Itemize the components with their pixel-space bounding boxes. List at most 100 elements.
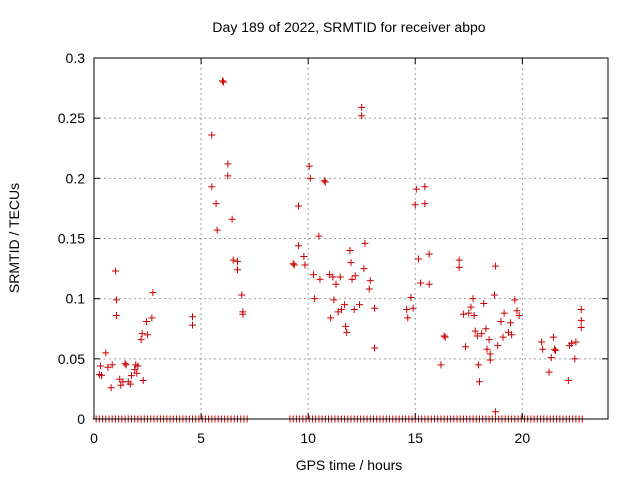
data-point [121,360,129,368]
data-point [327,314,335,322]
data-point [346,247,354,255]
data-point [134,362,142,370]
data-point [486,350,494,358]
data-point [208,131,216,139]
data-point [550,345,558,353]
y-tick-label: 0.1 [66,291,86,307]
data-point [486,356,494,364]
data-point [104,363,112,371]
data-point [336,273,344,281]
y-tick-label: 0.2 [66,170,86,186]
data-point [97,372,105,380]
data-point [437,361,445,369]
data-point [539,345,547,353]
x-tick-label: 5 [197,430,205,446]
data-point [455,263,463,271]
data-point [111,267,119,275]
data-point [301,261,309,269]
data-point [467,303,475,311]
data-point [507,319,515,327]
data-point [470,312,478,320]
data-point [144,331,152,339]
data-point [404,314,412,322]
data-point [361,239,369,247]
data-point [497,318,505,326]
data-point [478,330,486,338]
y-tick-label: 0.05 [58,351,85,367]
y-axis-label: SRMTID / TECUs [6,183,22,293]
data-point [137,336,145,344]
data-point [351,272,359,280]
data-point [545,368,553,376]
data-point [515,312,523,320]
data-point [350,305,358,313]
data-point [485,336,493,344]
data-point [455,256,463,264]
data-point [347,259,355,267]
data-point [138,330,146,338]
data-point [371,304,379,312]
data-point [459,310,467,318]
data-point [295,202,303,210]
x-tick-label: 20 [515,430,531,446]
data-point [508,331,516,339]
data-point [316,275,324,283]
data-point [290,261,298,269]
data-point [465,309,473,317]
data-point [513,307,521,315]
data-point [233,257,241,265]
data-point [343,328,351,336]
data-point [571,355,579,363]
data-point [511,296,519,304]
data-point [228,215,236,223]
data-point [564,376,572,384]
y-tick-label: 0 [77,411,85,427]
data-point [208,183,216,191]
data-point [300,253,308,261]
data-point [102,349,110,357]
data-point [112,312,120,320]
data-point [483,345,491,353]
data-point [409,304,417,312]
data-point [131,366,139,374]
data-point [471,327,479,335]
data-point [476,378,483,386]
data-point [577,324,585,332]
data-point [360,265,368,273]
data-point [212,200,220,208]
data-point [332,280,340,288]
data-point [306,174,314,182]
data-point [577,316,585,324]
data-point [403,305,411,313]
y-tick-label: 0.25 [58,110,85,126]
data-point [414,255,422,263]
x-tick-label: 10 [300,430,316,446]
data-point [492,408,500,416]
data-point [342,322,350,330]
data-point [411,201,419,209]
data-point [329,273,337,281]
data-point [112,296,120,304]
data-point [229,256,237,264]
data-point [358,103,366,111]
data-point [549,333,557,341]
data-point [311,295,319,303]
data-point [189,321,197,329]
data-point [474,361,482,369]
data-point [320,177,328,185]
data-point [224,172,232,180]
data-point [500,309,508,317]
x-axis-label: GPS time / hours [296,457,403,473]
data-point [233,266,241,274]
data-point [107,384,115,392]
data-point [552,346,560,354]
data-point [122,361,130,369]
data-point [126,380,134,388]
data-point [348,275,356,283]
data-point [462,343,470,351]
data-point [482,325,490,333]
x-tick-label: 15 [407,430,423,446]
data-point [310,271,318,279]
